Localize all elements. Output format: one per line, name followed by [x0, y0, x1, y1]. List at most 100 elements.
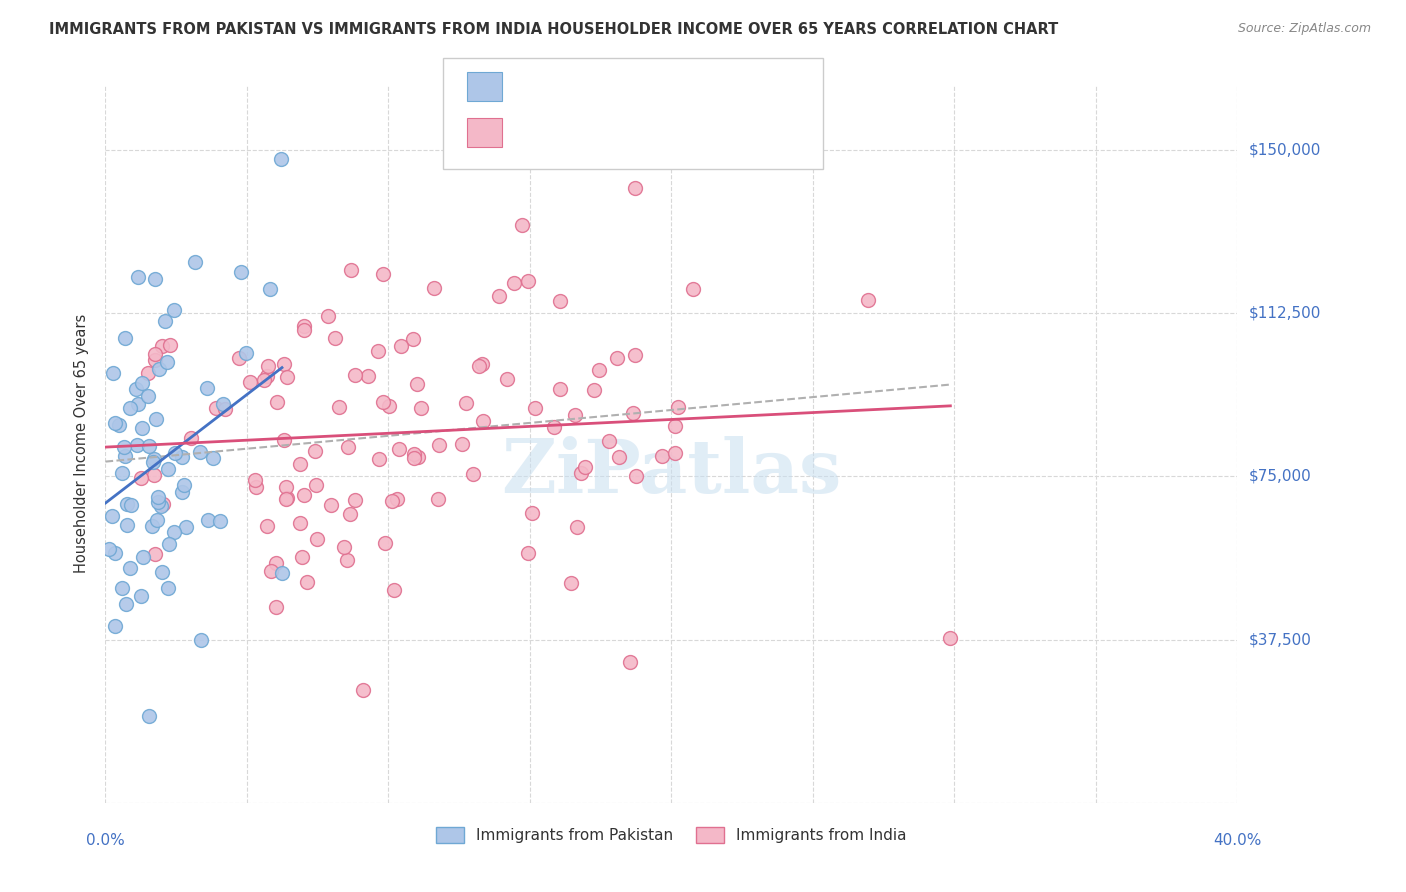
Point [142, 455, 165, 469]
Point [129, 589, 152, 603]
Point [156, 461, 179, 475]
Point [136, 389, 159, 403]
Point [651, 449, 673, 463]
Point [565, 520, 588, 534]
Point [606, 351, 628, 366]
Point [149, 499, 172, 513]
Point [276, 491, 298, 505]
Point [292, 488, 315, 502]
Point [666, 400, 689, 414]
Point [143, 452, 166, 467]
Point [427, 438, 450, 452]
Point [288, 457, 311, 471]
Point [143, 347, 166, 361]
Text: R =: R = [517, 129, 551, 145]
Point [288, 516, 311, 530]
Point [159, 337, 181, 351]
Point [115, 498, 138, 512]
Point [382, 582, 405, 597]
Point [143, 353, 166, 368]
Point [100, 508, 122, 523]
Point [271, 566, 294, 580]
Point [352, 682, 374, 697]
Point [120, 498, 142, 512]
Point [569, 466, 592, 480]
Point [136, 366, 159, 380]
Point [172, 450, 194, 465]
Point [276, 491, 298, 506]
Point [336, 440, 359, 454]
Point [243, 473, 266, 487]
Point [664, 446, 686, 460]
Point [496, 372, 519, 386]
Text: N =: N = [633, 84, 666, 99]
Point [143, 547, 166, 561]
Point [472, 414, 495, 428]
Legend: Immigrants from Pakistan, Immigrants from India: Immigrants from Pakistan, Immigrants fro… [430, 821, 912, 849]
Text: IMMIGRANTS FROM PAKISTAN VS IMMIGRANTS FROM INDIA HOUSEHOLDER INCOME OVER 65 YEA: IMMIGRANTS FROM PAKISTAN VS IMMIGRANTS F… [49, 22, 1059, 37]
Point [621, 406, 644, 420]
Point [156, 355, 179, 369]
Point [112, 440, 135, 454]
Point [291, 550, 314, 565]
Text: 0.164: 0.164 [571, 129, 619, 145]
Point [307, 533, 329, 547]
Point [184, 255, 207, 269]
Point [624, 181, 647, 195]
Text: N =: N = [633, 129, 666, 145]
Point [344, 493, 367, 508]
Point [208, 514, 231, 528]
Point [304, 443, 326, 458]
Point [522, 506, 544, 520]
Point [138, 708, 160, 723]
Point [402, 447, 425, 461]
Point [148, 361, 170, 376]
Point [104, 619, 127, 633]
Point [389, 338, 412, 352]
Point [273, 357, 295, 371]
Point [204, 401, 226, 415]
Point [146, 494, 169, 508]
Point [264, 556, 287, 570]
Point [373, 395, 395, 409]
Point [125, 382, 148, 396]
Point [146, 513, 169, 527]
Point [292, 319, 315, 334]
Point [120, 561, 142, 575]
Point [256, 519, 278, 533]
Point [564, 408, 586, 422]
Point [328, 401, 350, 415]
Point [488, 289, 510, 303]
Point [682, 282, 704, 296]
Point [172, 485, 194, 500]
Point [98, 541, 121, 556]
Point [388, 442, 411, 456]
Point [114, 449, 136, 463]
Text: 112: 112 [681, 129, 713, 145]
Point [503, 276, 526, 290]
Y-axis label: Householder Income Over 65 years: Householder Income Over 65 years [75, 314, 90, 574]
Text: $112,500: $112,500 [1249, 306, 1320, 321]
Point [939, 632, 962, 646]
Point [127, 397, 149, 411]
Point [316, 310, 339, 324]
Point [173, 478, 195, 492]
Point [188, 445, 211, 459]
Point [524, 401, 547, 415]
Point [195, 381, 218, 395]
Point [339, 507, 361, 521]
Point [190, 632, 212, 647]
Point [201, 450, 224, 465]
Point [127, 269, 149, 284]
Point [367, 344, 389, 359]
Point [517, 546, 540, 560]
Point [378, 400, 401, 414]
Point [163, 302, 186, 317]
Point [273, 433, 295, 447]
Point [512, 219, 534, 233]
Point [197, 513, 219, 527]
Point [141, 518, 163, 533]
Point [357, 368, 380, 383]
Point [228, 351, 250, 366]
Point [253, 373, 276, 387]
